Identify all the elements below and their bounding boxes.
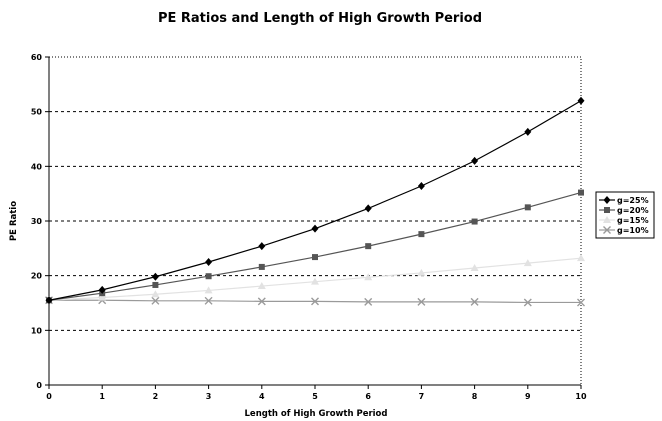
legend-label-g10: g=10% bbox=[617, 226, 649, 235]
data-point-g10 bbox=[523, 298, 532, 307]
data-point-g20 bbox=[524, 204, 531, 211]
data-point-g20 bbox=[258, 263, 265, 270]
data-point-g15 bbox=[417, 268, 426, 276]
data-point-g15 bbox=[577, 254, 585, 262]
x-tick-label: 7 bbox=[419, 392, 425, 401]
y-tick-label: 60 bbox=[31, 53, 43, 62]
data-point-g25 bbox=[577, 96, 585, 105]
y-axis-title: PE Ratio bbox=[9, 201, 19, 241]
series-g25 bbox=[45, 96, 585, 305]
series-g15 bbox=[45, 254, 585, 304]
data-point-g25 bbox=[258, 242, 266, 251]
x-tick-label: 8 bbox=[472, 392, 478, 401]
data-point-g15 bbox=[204, 286, 213, 294]
legend: g=25%g=20%g=15%g=10% bbox=[595, 191, 655, 239]
data-point-g20 bbox=[312, 254, 318, 261]
series-line-g25 bbox=[48, 100, 582, 301]
y-tick-label: 10 bbox=[31, 326, 43, 335]
y-tick-label: 20 bbox=[31, 272, 43, 281]
x-tick-label: 3 bbox=[206, 392, 212, 401]
data-point-g20 bbox=[152, 281, 159, 288]
legend-label-g25: g=25% bbox=[617, 196, 649, 205]
data-point-g15 bbox=[151, 290, 160, 298]
y-tick-label: 30 bbox=[31, 217, 43, 226]
data-point-g25 bbox=[471, 156, 479, 165]
data-point-g10 bbox=[364, 297, 373, 306]
data-point-g15 bbox=[364, 273, 373, 281]
data-point-g10 bbox=[204, 296, 213, 305]
data-point-g10 bbox=[577, 298, 585, 307]
y-tick-label: 40 bbox=[31, 162, 43, 171]
data-point-g10 bbox=[151, 296, 160, 305]
data-point-g25 bbox=[151, 272, 159, 281]
plot-area: 0 10 20 30 40 50 60 0 1 2 3 4 5 6 7 8 9 10 bbox=[31, 53, 587, 401]
x-tick-label: 5 bbox=[312, 392, 318, 401]
x-tick-label: 9 bbox=[525, 392, 531, 401]
legend-label-g20: g=20% bbox=[617, 206, 649, 215]
data-point-g20 bbox=[471, 218, 478, 225]
data-point-g20 bbox=[418, 231, 425, 238]
data-point-g25 bbox=[45, 296, 53, 305]
x-tick-label: 10 bbox=[575, 392, 587, 401]
data-point-g10 bbox=[311, 297, 319, 306]
x-tick-label: 6 bbox=[365, 392, 371, 401]
data-point-g20 bbox=[205, 273, 212, 280]
y-tick-label: 50 bbox=[31, 108, 43, 117]
data-point-g10 bbox=[470, 297, 479, 306]
x-tick-label: 1 bbox=[99, 392, 105, 401]
x-tick-label: 2 bbox=[153, 392, 159, 401]
data-point-g25 bbox=[364, 204, 372, 213]
legend-label-g15: g=15% bbox=[617, 216, 649, 225]
data-point-g20 bbox=[578, 189, 584, 196]
data-point-g15 bbox=[311, 277, 319, 285]
legend-marker-g10 bbox=[603, 226, 611, 234]
data-point-g10 bbox=[417, 297, 426, 306]
x-axis-title: Length of High Growth Period bbox=[245, 409, 388, 419]
data-point-g25 bbox=[98, 285, 106, 294]
chart-title: PE Ratios and Length of High Growth Peri… bbox=[158, 11, 482, 26]
data-point-g25 bbox=[311, 224, 319, 233]
series-g20 bbox=[46, 189, 584, 304]
legend-marker-g25 bbox=[603, 196, 611, 204]
series-g10 bbox=[45, 296, 585, 307]
data-point-g20 bbox=[365, 243, 372, 250]
data-point-g15 bbox=[257, 282, 266, 290]
data-point-g15 bbox=[523, 259, 532, 267]
x-tick-label: 4 bbox=[259, 392, 265, 401]
x-tick-label: 0 bbox=[46, 392, 52, 401]
legend-marker-g15 bbox=[603, 216, 611, 223]
data-point-g25 bbox=[417, 182, 425, 191]
y-tick-label: 0 bbox=[36, 381, 42, 390]
data-point-g25 bbox=[205, 258, 213, 266]
legend-marker-g20 bbox=[604, 207, 610, 213]
data-point-g25 bbox=[524, 127, 532, 136]
data-point-g15 bbox=[470, 264, 479, 272]
data-point-g10 bbox=[257, 297, 266, 306]
data-point-g15 bbox=[98, 293, 107, 301]
